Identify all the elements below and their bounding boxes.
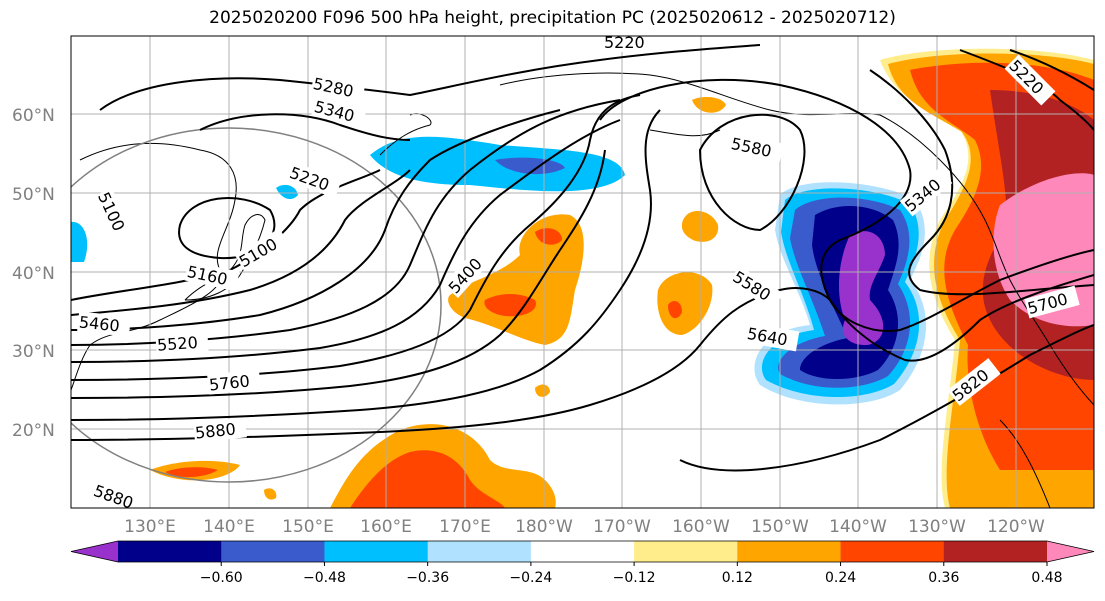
region-circle [71, 127, 442, 483]
lat-tick-label: 30°N [12, 342, 55, 362]
colorbar-swatch [840, 541, 945, 562]
lon-tick-label: 170°W [593, 517, 651, 537]
colorbar-swatch [634, 541, 738, 562]
lon-tick-label: 170°E [439, 517, 491, 537]
colorbar-tick-label: 0.48 [1031, 570, 1062, 586]
lat-tick-label: 20°N [12, 421, 55, 441]
colorbar: −0.60 −0.48 −0.36 −0.24 −0.12 0.12 0.24 0.36 0.4… [70, 540, 1095, 586]
lat-tick-label: 60°N [12, 106, 55, 126]
lon-tick-label: 130°W [908, 517, 966, 537]
lon-tick-label: 180°W [515, 517, 573, 537]
contour-label: 5460 [78, 312, 120, 335]
lon-tick-label: 160°W [672, 517, 730, 537]
colorbar-swatch [737, 541, 842, 562]
lon-tick-label: 130°E [124, 517, 176, 537]
lon-tick-label: 150°W [751, 517, 809, 537]
lon-tick-label: 140°E [203, 517, 255, 537]
lat-tick-label: 50°N [12, 185, 55, 205]
contour-label: 5760 [208, 371, 250, 394]
lon-tick-label: 150°E [282, 517, 334, 537]
lat-tick-label: 40°N [12, 264, 55, 284]
colorbar-extend-high [1047, 541, 1094, 562]
colorbar-swatch [324, 541, 429, 562]
colorbar-extend-low [71, 541, 118, 562]
colorbar-tick-label: −0.48 [303, 570, 346, 586]
contour-label: 5880 [194, 419, 236, 442]
colorbar-tick-label: −0.24 [509, 570, 552, 586]
colorbar-swatch [530, 541, 635, 562]
colorbar-swatch [118, 541, 222, 562]
map-frame [70, 35, 1095, 509]
contour-label: 5520 [156, 333, 198, 355]
height-contours [71, 44, 1094, 472]
lon-tick-label: 160°E [360, 517, 412, 537]
colorbar-outline [70, 540, 1095, 563]
figure-title: 2025020200 F096 500 hPa height, precipit… [209, 8, 896, 28]
colorbar-tick-label: −0.60 [200, 570, 243, 586]
colorbar-tick-label: 0.24 [825, 570, 856, 586]
colorbar-tick-label: 0.36 [928, 570, 959, 586]
lon-tick-label: 140°W [829, 517, 887, 537]
colorbar-tick-label: 0.12 [722, 570, 753, 586]
lon-tick-label: 120°W [987, 517, 1045, 537]
colorbar-swatch [221, 541, 325, 562]
colorbar-swatch [427, 541, 532, 562]
colorbar-swatch [943, 541, 1048, 562]
contour-label: 5220 [604, 33, 645, 52]
colorbar-tick-label: −0.36 [406, 570, 449, 586]
map-area: 5220 5280 5340 5220 5100 5100 5160 5460 … [71, 33, 1094, 508]
colorbar-tick-label: −0.12 [613, 570, 656, 586]
